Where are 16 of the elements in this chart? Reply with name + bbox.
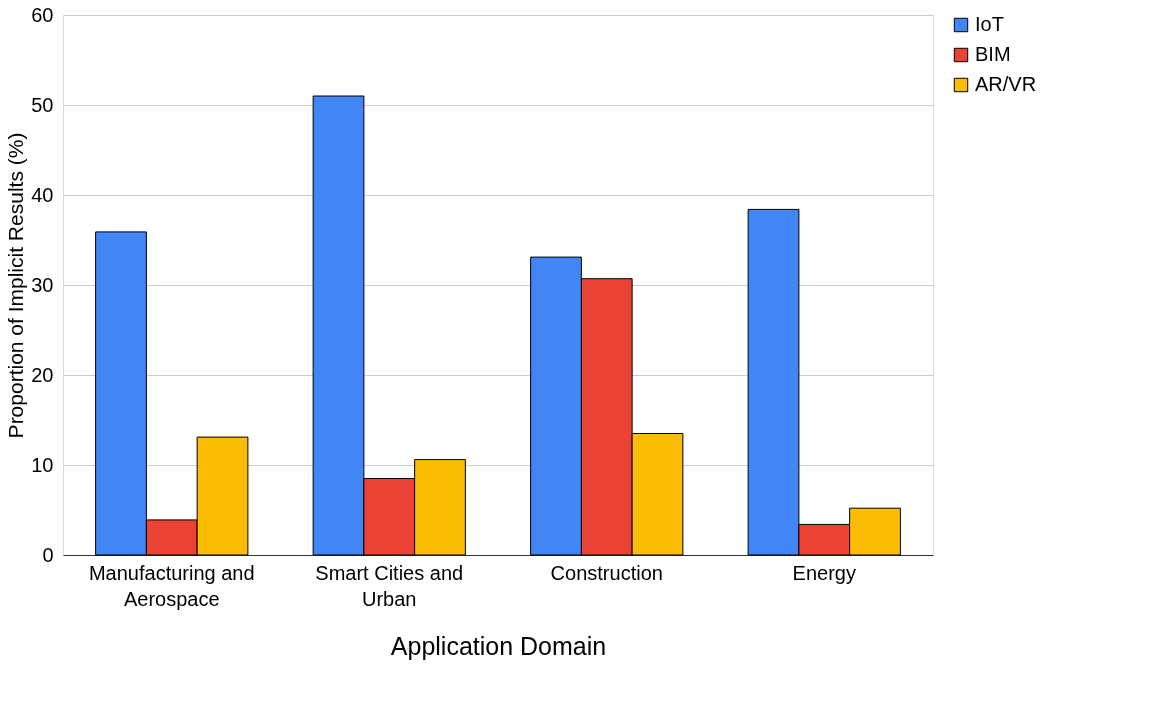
x-tick-label: Manufacturing and Aerospace bbox=[88, 561, 255, 610]
legend-label: BIM bbox=[975, 43, 1011, 65]
x-tick-label: Construction bbox=[550, 561, 663, 584]
y-axis-title: Proportion of Implicit Results (%) bbox=[4, 132, 28, 439]
legend-label: AR/VR bbox=[975, 73, 1037, 95]
y-tick-label: 60 bbox=[31, 3, 54, 26]
x-tick-label: Smart Cities and Urban bbox=[315, 561, 464, 610]
legend-label: IoT bbox=[975, 13, 1004, 35]
x-axis-title: Application Domain bbox=[390, 631, 607, 660]
y-tick-label: 30 bbox=[31, 273, 54, 296]
y-tick-label: 40 bbox=[31, 183, 54, 206]
y-tick-label: 20 bbox=[31, 363, 54, 386]
y-tick-label: 50 bbox=[31, 93, 54, 116]
x-tick-label: Energy bbox=[792, 561, 856, 584]
y-tick-label: 10 bbox=[31, 453, 54, 476]
y-tick-label: 0 bbox=[42, 543, 54, 566]
